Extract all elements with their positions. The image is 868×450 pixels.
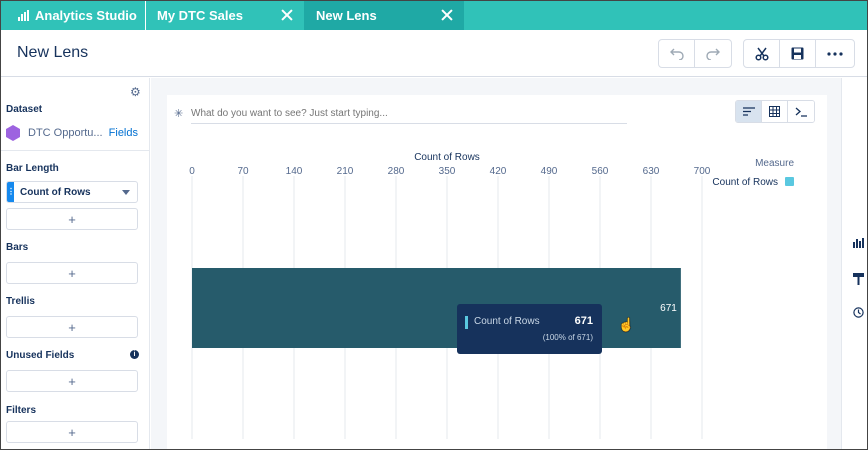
app-tab-label: Analytics Studio xyxy=(35,8,137,23)
tooltip-percent: (100% of 671) xyxy=(542,333,593,342)
tooltip-value: 671 xyxy=(574,315,593,327)
unused-fields-label: Unused Fields xyxy=(6,350,75,361)
bar-length-label: Bar Length xyxy=(6,163,59,174)
table-view-button[interactable] xyxy=(762,101,788,122)
page-title: New Lens xyxy=(17,44,89,61)
dataset-row: DTC Opportu... Fields xyxy=(6,124,141,142)
chart-canvas: ✳ xyxy=(151,78,841,449)
tab-label: My DTC Sales xyxy=(157,8,243,23)
bars-label: Bars xyxy=(6,242,29,253)
tooltip-series-swatch xyxy=(465,316,468,329)
chart-mode-icon xyxy=(742,107,755,116)
chart-view-button[interactable] xyxy=(736,101,762,122)
view-mode-group xyxy=(735,100,815,123)
chart-type-icon[interactable] xyxy=(853,238,864,251)
tooltip-measure-name: Count of Rows xyxy=(474,316,540,327)
add-filter-button[interactable]: + xyxy=(6,421,138,443)
plus-icon: + xyxy=(68,424,76,440)
scissors-icon xyxy=(754,47,769,61)
history-icon[interactable] xyxy=(853,307,864,321)
close-icon[interactable] xyxy=(280,8,294,22)
more-icon xyxy=(827,51,843,56)
save-button[interactable] xyxy=(780,40,816,67)
plus-icon: + xyxy=(68,373,76,389)
redo-icon xyxy=(706,48,720,60)
dataset-icon xyxy=(6,125,20,141)
format-paint-icon[interactable] xyxy=(853,273,864,288)
tab-label: New Lens xyxy=(316,8,377,23)
plus-icon: + xyxy=(68,265,76,281)
bar-length-measure-pill[interactable]: ⋮ Count of Rows xyxy=(6,181,138,203)
tab-new-lens[interactable]: New Lens xyxy=(304,1,464,30)
undo-redo-group xyxy=(658,39,732,68)
tab-my-dtc-sales[interactable]: My DTC Sales xyxy=(146,1,304,30)
add-trellis-button[interactable]: + xyxy=(6,316,138,338)
tab-analytics-studio[interactable]: Analytics Studio xyxy=(1,1,146,30)
redo-button[interactable] xyxy=(695,40,731,67)
plus-icon: + xyxy=(68,319,76,335)
right-rail xyxy=(841,78,867,449)
fields-panel: ⚙ Dataset DTC Opportu... Fields Bar Leng… xyxy=(1,78,150,449)
add-unused-field-button[interactable]: + xyxy=(6,370,138,392)
add-bar-length-button[interactable]: + xyxy=(6,208,138,230)
actions-group xyxy=(743,39,855,68)
chevron-down-icon[interactable] xyxy=(122,190,130,195)
dataset-label: Dataset xyxy=(6,104,43,115)
info-icon[interactable]: i xyxy=(130,350,139,359)
undo-icon xyxy=(669,48,684,60)
saql-view-button[interactable] xyxy=(788,101,814,122)
gear-icon[interactable]: ⚙ xyxy=(130,85,141,99)
divider xyxy=(1,150,149,151)
console-icon xyxy=(795,107,807,117)
filters-label: Filters xyxy=(6,405,37,416)
chart-card: ✳ xyxy=(167,95,827,449)
more-actions-button[interactable] xyxy=(816,40,854,67)
measure-name: Count of Rows xyxy=(20,186,91,198)
drag-handle-icon[interactable]: ⋮ xyxy=(7,182,15,202)
hand-cursor-icon: ☝ xyxy=(618,317,635,332)
chart-tooltip: Count of Rows 671 (100% of 671) xyxy=(457,304,602,354)
trellis-label: Trellis xyxy=(6,296,35,307)
save-icon xyxy=(791,47,804,60)
table-icon xyxy=(769,106,780,117)
plus-icon: + xyxy=(68,211,76,227)
add-bars-button[interactable]: + xyxy=(6,262,138,284)
query-input[interactable] xyxy=(191,104,627,124)
dataset-name[interactable]: DTC Opportu... xyxy=(28,127,103,139)
close-icon[interactable] xyxy=(440,8,454,22)
undo-button[interactable] xyxy=(659,40,695,67)
clip-button[interactable] xyxy=(744,40,780,67)
query-sparkle-icon: ✳ xyxy=(174,108,184,120)
fields-link[interactable]: Fields xyxy=(108,127,138,139)
lens-header: New Lens xyxy=(1,30,867,77)
tab-bar: Analytics Studio My DTC Sales New Lens xyxy=(1,1,867,30)
analytics-bars-icon xyxy=(18,10,29,21)
